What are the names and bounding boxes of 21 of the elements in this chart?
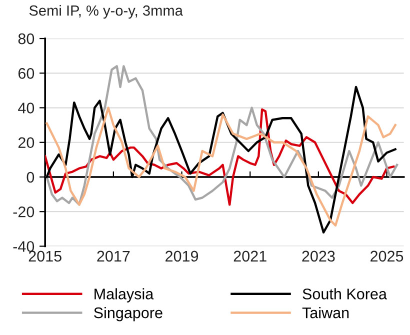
legend-label: South Korea bbox=[302, 288, 387, 300]
x-tick-label: 2021 bbox=[234, 250, 266, 262]
y-tick-label: -40 bbox=[13, 241, 34, 252]
y-tick-label: 20 bbox=[18, 137, 34, 148]
legend-label: Singapore bbox=[94, 307, 162, 322]
x-tick-label: 2019 bbox=[166, 250, 198, 262]
y-tick-label: -20 bbox=[13, 206, 34, 218]
x-tick-label: 2017 bbox=[97, 250, 130, 262]
x-tick-label: 2015 bbox=[28, 250, 62, 262]
line-series bbox=[45, 108, 395, 206]
y-tick-label: 40 bbox=[18, 102, 34, 114]
chart-title: Semi IP, % y-o-y, 3mma bbox=[29, 5, 183, 19]
legend-label: Taiwan bbox=[302, 307, 349, 318]
x-tick-label: 2023 bbox=[302, 250, 335, 262]
line-series bbox=[46, 65, 398, 206]
x-tick-label: 2025 bbox=[370, 250, 404, 262]
y-tick-label: 80 bbox=[18, 33, 34, 44]
y-tick-label: 60 bbox=[18, 68, 34, 79]
legend-label: Malaysia bbox=[94, 288, 154, 302]
y-tick-label: 0 bbox=[26, 172, 34, 183]
line-series bbox=[46, 106, 396, 227]
